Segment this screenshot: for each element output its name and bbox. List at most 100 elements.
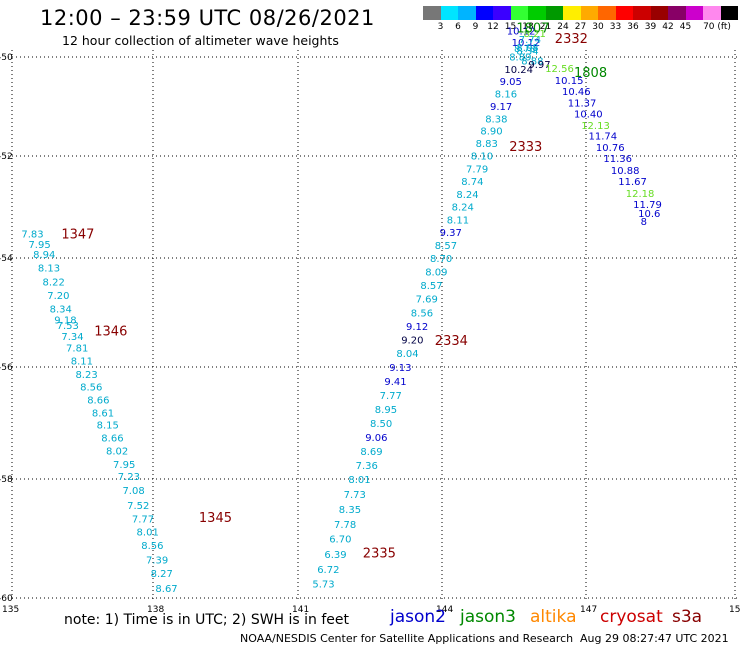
data-point: 10.76 xyxy=(596,143,625,154)
legend-item-s3a: s3a xyxy=(672,607,703,627)
legend-item-jason2: jason2 xyxy=(390,607,446,627)
scale-label: 3 xyxy=(437,22,444,32)
scale-label: 24 xyxy=(557,22,569,32)
data-point: 6.72 xyxy=(317,565,339,576)
data-point: 8.09 xyxy=(425,267,447,278)
data-point: 8 xyxy=(641,217,647,228)
data-point: 8.70 xyxy=(430,254,452,265)
data-point: 8.02 xyxy=(106,446,128,457)
x-tick-label: 144 xyxy=(436,605,453,615)
pass-time-label: 1347 xyxy=(61,228,94,243)
data-point: 8.35 xyxy=(339,505,361,516)
credit: NOAA/NESDIS Center for Satellite Applica… xyxy=(240,632,574,645)
y-tick-label: -58 xyxy=(0,475,13,485)
scale-label: 36 xyxy=(627,22,639,32)
data-point: 7.81 xyxy=(66,344,88,355)
data-point: 8.08 xyxy=(516,43,538,54)
data-point: 10.12 xyxy=(507,27,536,38)
data-point: 9.97 xyxy=(528,60,550,71)
scale-label: 45 xyxy=(679,22,692,32)
data-point: 8.83 xyxy=(476,139,498,150)
scale-label: 42 xyxy=(662,22,674,32)
data-point: 8.34 xyxy=(516,47,538,58)
data-point: 10.15 xyxy=(555,76,584,87)
legend-item-cryosat: cryosat xyxy=(600,607,663,627)
scale-label: 39 xyxy=(644,22,657,32)
page-subtitle: 12 hour collection of altimeter wave hei… xyxy=(62,33,339,48)
data-point: 10.46 xyxy=(562,87,591,98)
timestamp: Aug 29 08:27:47 UTC 2021 xyxy=(580,632,729,645)
data-point: 10.6 xyxy=(638,209,660,220)
data-point: 8.56 xyxy=(411,308,433,319)
x-tick-label: 141 xyxy=(292,605,309,615)
scale-swatch xyxy=(598,6,616,20)
legend-item-jason3: jason3 xyxy=(460,607,516,627)
pass-time-label: 2335 xyxy=(363,547,396,562)
data-point: 7.95 xyxy=(113,460,135,471)
x-tick-label: 150 xyxy=(729,605,740,615)
pass-time-label: 2332 xyxy=(555,32,588,47)
plot-points: 7.837.958.948.138.227.208.349.187.537.34… xyxy=(21,27,661,595)
data-point: 8.16 xyxy=(495,90,517,101)
data-point: 10.40 xyxy=(574,109,603,120)
data-point: 8.11 xyxy=(447,215,469,226)
data-point: 8.15 xyxy=(97,421,119,432)
data-point: 8.89 xyxy=(509,52,531,63)
data-point: 8.22 xyxy=(43,277,65,288)
data-point: 9.20 xyxy=(401,336,423,347)
data-point: 9.18 xyxy=(54,315,76,326)
plot-axes: 135 138 141 144 147 150 -50 -52 -54 -56 -58 -60 xyxy=(0,50,740,615)
scale-swatch xyxy=(720,6,738,20)
data-point: 7.36 xyxy=(356,461,378,472)
scale-swatch xyxy=(458,6,476,20)
data-point: 8.56 xyxy=(141,541,163,552)
data-point: 9.17 xyxy=(490,102,512,113)
color-scale-labels: 3 6 9 12 15 18 21 24 27 30 33 36 39 42 45 70 (ft) xyxy=(423,22,740,34)
plot-annotations: 1347 1346 1345 2335 2334 2333 2332 1807 1808 xyxy=(61,21,607,561)
data-point: 8.57 xyxy=(435,241,457,252)
data-point: 8.23 xyxy=(75,370,97,381)
data-point: 10.88 xyxy=(611,166,640,177)
y-tick-label: -54 xyxy=(0,254,13,264)
pass-time-label: 1808 xyxy=(574,66,607,81)
data-point: 7.53 xyxy=(57,321,79,332)
data-point: 8.66 xyxy=(87,395,109,406)
data-point: 9.13 xyxy=(389,363,411,374)
x-tick-label: 135 xyxy=(2,605,19,615)
data-point: 8.13 xyxy=(38,264,60,275)
data-point: 8.88 xyxy=(521,56,543,67)
y-tick-label: -52 xyxy=(0,152,13,162)
scale-label: 15 xyxy=(504,22,517,32)
data-point: 7.08 xyxy=(122,486,144,497)
data-point: 5.73 xyxy=(312,579,334,590)
data-point: 11.36 xyxy=(603,154,632,165)
data-point: 10.24 xyxy=(504,65,533,76)
data-point: 9.12 xyxy=(406,322,428,333)
scale-swatch xyxy=(510,6,528,20)
scale-swatch xyxy=(633,6,651,20)
data-point: 8.95 xyxy=(375,405,397,416)
scale-label: 6 xyxy=(455,22,461,32)
y-tick-label: -50 xyxy=(0,53,13,63)
data-point: 7.83 xyxy=(21,230,43,241)
scale-label: 21 xyxy=(539,22,552,32)
data-point: 8.01 xyxy=(348,475,370,486)
data-point: 6.70 xyxy=(329,535,351,546)
data-point: 12.56 xyxy=(545,64,574,75)
scale-swatch xyxy=(668,6,686,20)
data-point: 7.52 xyxy=(127,501,149,512)
data-point: 8.90 xyxy=(480,127,502,138)
data-point: 7.23 xyxy=(118,472,140,483)
scale-swatch xyxy=(650,6,668,20)
data-point: 7.77 xyxy=(132,514,154,525)
scale-swatch xyxy=(703,6,721,20)
data-point: 8.69 xyxy=(360,447,382,458)
data-point: 7.69 xyxy=(416,295,438,306)
data-point: 7.79 xyxy=(466,164,488,175)
scale-label: 9 xyxy=(472,22,479,32)
x-tick-label: 138 xyxy=(147,605,164,615)
data-point: 8.66 xyxy=(101,433,123,444)
scale-swatch xyxy=(493,6,511,20)
data-point: 8.50 xyxy=(370,419,392,430)
data-point: 11.79 xyxy=(633,200,662,211)
